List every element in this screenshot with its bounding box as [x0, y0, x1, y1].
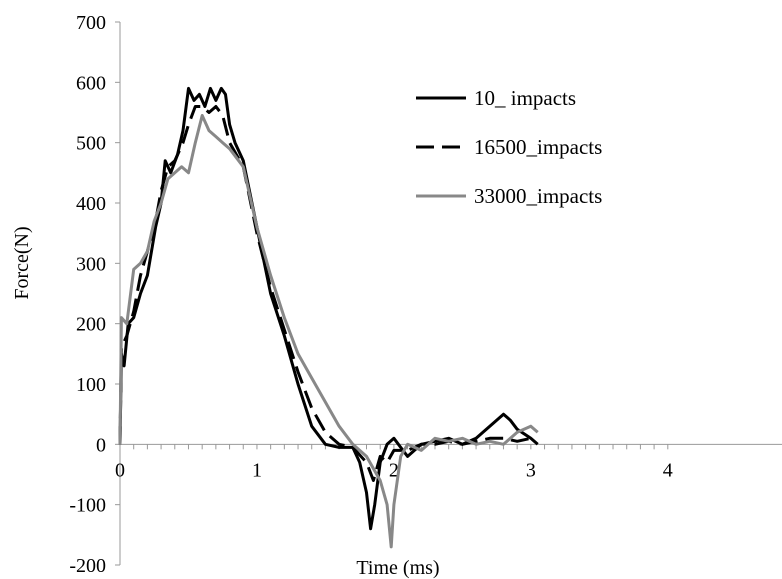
series-line-3	[118, 114, 539, 549]
y-tick-label: 500	[76, 133, 106, 155]
x-axis-title: Time (ms)	[356, 557, 439, 579]
y-axis-title: Force(N)	[11, 226, 33, 299]
y-tick-label: -100	[69, 495, 106, 517]
legend-label: 10_ impacts	[474, 86, 576, 110]
x-tick-label: 1	[252, 459, 262, 481]
legend-label: 33000_impacts	[474, 184, 602, 208]
y-tick-label: -200	[69, 555, 106, 577]
y-tick-label: 200	[76, 314, 106, 336]
y-tick-label: 0	[96, 434, 106, 456]
legend-label: 16500_impacts	[474, 135, 602, 159]
plot-area	[118, 86, 539, 549]
axes: -200 -100 0 100 200 300 400 500 600 700 0 1 2 3 4	[69, 12, 782, 577]
y-tick-label: 700	[76, 12, 106, 34]
y-tick-label: 400	[76, 193, 106, 215]
x-tick-label: 3	[526, 459, 536, 481]
y-tick-label: 300	[76, 253, 106, 275]
x-tick-label: 4	[663, 459, 673, 481]
y-tick-label: 100	[76, 374, 106, 396]
x-tick-label: 2	[389, 459, 399, 481]
x-tick-label: 0	[115, 459, 125, 481]
series-line-2	[118, 105, 532, 482]
y-tick-label: 600	[76, 72, 106, 94]
legend: 10_ impacts 16500_impacts 33000_impacts	[416, 86, 602, 208]
